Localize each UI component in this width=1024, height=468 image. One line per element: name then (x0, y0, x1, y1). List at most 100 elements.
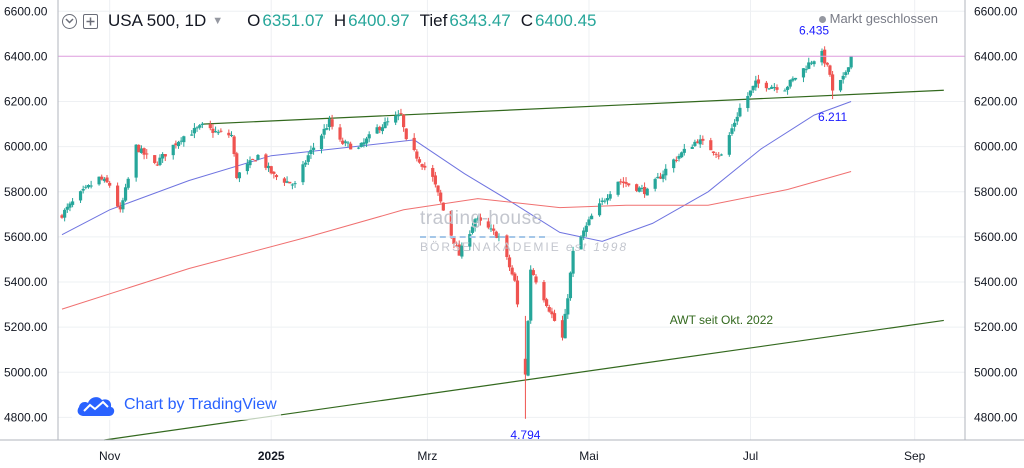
symbol-dropdown-icon[interactable]: ▼ (212, 15, 224, 27)
candle-body (431, 167, 435, 177)
candle-body (436, 185, 440, 193)
high-label: H (333, 11, 347, 30)
candle-body (658, 176, 663, 179)
price-annotation: 6.435 (799, 24, 829, 38)
candle-body (590, 215, 594, 220)
candle-body (682, 148, 686, 153)
candle-body (100, 176, 104, 180)
candle-body (526, 321, 530, 376)
moving-averages (61, 101, 852, 310)
candle-body (105, 177, 109, 183)
low-label: Tief (419, 11, 448, 30)
candle-body (78, 191, 83, 201)
candle-body (155, 164, 159, 166)
candle-body (497, 236, 501, 238)
candle-body (232, 136, 236, 154)
candle-body (253, 160, 257, 162)
candle-body (642, 186, 647, 195)
candle-body (695, 141, 700, 143)
candle-body (656, 176, 660, 179)
candle-body (219, 130, 223, 132)
y-tick-label-right: 4800.00 (974, 410, 1018, 424)
y-tick-label-left: 5600.00 (4, 230, 48, 244)
candle-body (454, 245, 459, 247)
candle-body (367, 134, 371, 139)
candle-body (235, 153, 239, 179)
candle-body (97, 176, 101, 185)
candle-body (849, 56, 853, 68)
price-annotation: 4.794 (510, 428, 540, 442)
candle-body (343, 141, 347, 143)
symbol-title[interactable]: USA 500, 1D (108, 11, 207, 30)
candle-body (394, 116, 398, 123)
candle-body (171, 144, 175, 156)
candle-body (828, 65, 832, 75)
candle-body (248, 160, 252, 166)
candle-body (293, 183, 297, 185)
candle-body (515, 280, 520, 305)
candle-body (163, 154, 167, 157)
candle-body (102, 178, 106, 181)
y-tick-label-left: 4800.00 (4, 410, 48, 424)
candle-body (330, 119, 334, 127)
hide-icon[interactable] (62, 13, 77, 29)
candle-body (251, 158, 255, 160)
ma50-line (61, 101, 852, 242)
candle-body (349, 143, 353, 150)
candle-body (677, 155, 681, 159)
candle-body (378, 126, 382, 131)
y-tick-label-left: 6200.00 (4, 95, 48, 109)
candle-body (473, 219, 477, 228)
candle-body (211, 128, 215, 133)
candle-body (153, 155, 157, 163)
candle-body (582, 230, 586, 237)
candle-body (81, 188, 85, 191)
candle-body (309, 149, 313, 155)
candle-body (195, 127, 199, 129)
candle-body (139, 148, 144, 153)
compare-add-icon[interactable] (83, 13, 98, 29)
candle-body (672, 159, 676, 169)
y-tick-label-left: 5200.00 (4, 320, 48, 334)
candle-body (182, 136, 186, 143)
candle-body (719, 154, 723, 156)
candle-body (404, 128, 408, 140)
candle-body (116, 185, 120, 207)
candle-body (452, 237, 456, 244)
y-tick-label-right: 5000.00 (974, 365, 1018, 379)
open-value: 6351.07 (262, 11, 324, 30)
candle-body (176, 141, 181, 147)
candle-body (830, 74, 835, 91)
candle-body (439, 192, 443, 202)
candle-body (664, 168, 668, 176)
tradingview-watermark[interactable]: Chart by TradingView (72, 390, 281, 420)
tradingview-cloud-icon (77, 397, 115, 416)
candle-body (341, 140, 345, 144)
candle-body (838, 79, 843, 91)
candle-body (364, 138, 369, 144)
candle-body (460, 245, 464, 257)
candle-body (65, 206, 69, 210)
candle-body (791, 78, 795, 81)
candle-body (470, 226, 475, 233)
candle-body (288, 181, 292, 184)
candle-body (213, 131, 218, 133)
y-tick-label-left: 5800.00 (4, 185, 48, 199)
candle-body (825, 62, 829, 65)
candle-body (693, 141, 697, 146)
candle-body (510, 267, 514, 275)
candle-body (134, 144, 138, 178)
candle-body (380, 127, 385, 132)
candle-body (412, 137, 416, 151)
candle-body (751, 85, 755, 91)
candle-body (60, 215, 64, 218)
candle-body (264, 154, 268, 168)
candle-body (266, 165, 271, 169)
candle-body (653, 179, 657, 189)
low-value: 6343.47 (449, 11, 511, 30)
candle-body (322, 128, 326, 135)
candle-body (844, 72, 848, 76)
candle-body (568, 272, 573, 299)
